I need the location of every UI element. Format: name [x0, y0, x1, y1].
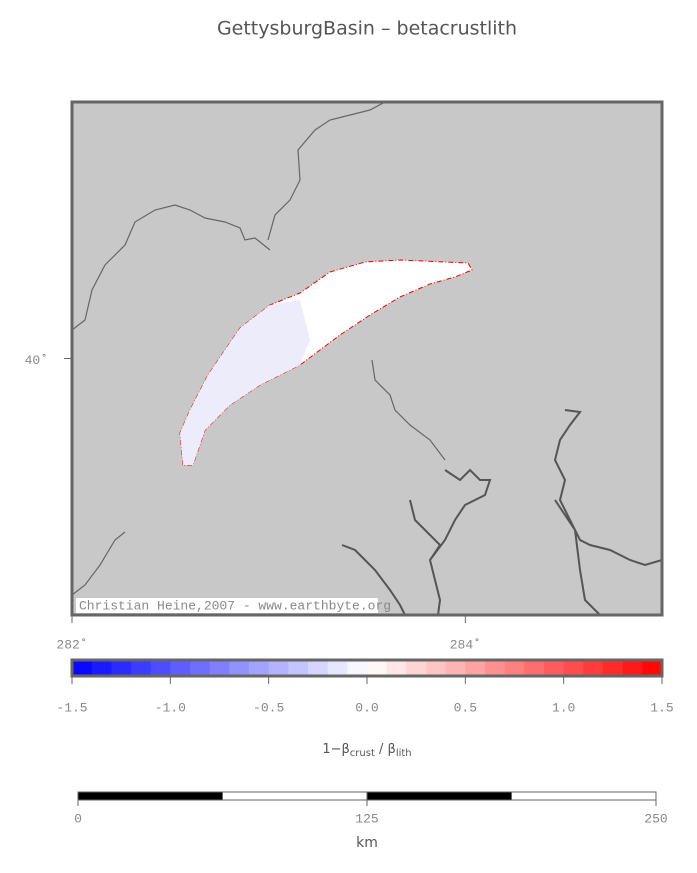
label-part: 1−β — [322, 742, 349, 757]
colorbar-bin — [622, 660, 643, 676]
lon-tick-label: 282˚ — [56, 637, 87, 652]
colorbar-tick-label: -1.0 — [155, 700, 186, 715]
colorbar-bin — [583, 660, 604, 676]
colorbar-bin — [524, 660, 545, 676]
scalebar-segment — [77, 791, 223, 801]
scalebar-segment — [366, 791, 512, 801]
map: Christian Heine,2007 - www.earthbyte.org — [70, 100, 664, 617]
scalebar-segment — [511, 791, 657, 801]
label-sub: crust — [350, 748, 375, 759]
label-sub: lith — [396, 748, 412, 759]
colorbar-tick-label: 1.0 — [552, 700, 575, 715]
colorbar-bin — [465, 660, 486, 676]
colorbar-bin — [327, 660, 348, 676]
colorbar-bin — [642, 660, 663, 676]
river — [71, 101, 386, 331]
colorbar-bin — [249, 660, 270, 676]
colorbar-label: 1−βcrust / βlith — [322, 742, 411, 760]
colorbar-bin — [308, 660, 329, 676]
colorbar-bin — [406, 660, 427, 676]
colorbar-tick-label: 0.0 — [355, 700, 378, 715]
scalebar-tick-label: 125 — [355, 811, 378, 826]
colorbar-bin — [111, 660, 132, 676]
colorbar-bin — [485, 660, 506, 676]
scalebar-tick-label: 250 — [644, 811, 667, 826]
colorbar-bin — [426, 660, 447, 676]
lat-tick-label: 40˚ — [25, 353, 48, 368]
colorbar-bin — [367, 660, 388, 676]
colorbar-bin — [209, 660, 230, 676]
lon-tick-label: 284˚ — [450, 637, 481, 652]
colorbar-bin — [386, 660, 407, 676]
scalebar-tick-label: 0 — [74, 811, 82, 826]
colorbar-bin — [347, 660, 368, 676]
colorbar-bin — [268, 660, 289, 676]
colorbar-bin — [91, 660, 112, 676]
colorbar-bin — [72, 660, 93, 676]
coastline — [341, 409, 663, 616]
colorbar-bin — [131, 660, 152, 676]
title: GettysburgBasin – betacrustlith — [217, 18, 517, 40]
colorbar-bin — [170, 660, 191, 676]
colorbar-bin — [445, 660, 466, 676]
colorbar-bin — [603, 660, 624, 676]
scalebar-segment — [222, 791, 368, 801]
colorbar-bin — [190, 660, 211, 676]
colorbar-tick-label: -0.5 — [253, 700, 284, 715]
colorbar-bin — [288, 660, 309, 676]
colorbar-tick-label: -1.5 — [56, 700, 87, 715]
colorbar-bin — [544, 660, 565, 676]
colorbar-tick-label: 0.5 — [454, 700, 477, 715]
label-part: / β — [375, 742, 396, 757]
colorbar-bin — [150, 660, 171, 676]
colorbar-tick-label: 1.5 — [650, 700, 673, 715]
credit-box — [76, 598, 378, 613]
colorbar-bin — [563, 660, 584, 676]
scalebar-label: km — [356, 835, 378, 851]
river — [71, 359, 446, 596]
credit: Christian Heine,2007 - www.earthbyte.org — [79, 598, 391, 613]
colorbar-bin — [504, 660, 525, 676]
map-background — [72, 102, 662, 615]
basin-fill — [180, 300, 310, 465]
colorbar-bin — [229, 660, 250, 676]
